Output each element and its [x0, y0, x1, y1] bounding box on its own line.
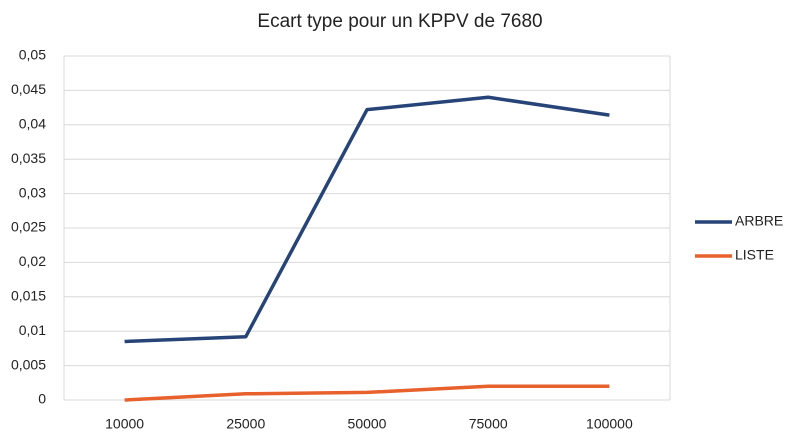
line	[124, 95, 610, 344]
legend-label: ARBRE	[735, 213, 783, 229]
y-tick-label: 0,05	[19, 47, 46, 63]
y-tick-label: 0,005	[11, 356, 46, 372]
y-tick-label: 0,035	[11, 150, 46, 166]
y-tick-label: 0,03	[19, 184, 46, 200]
y-tick-label: 0,015	[11, 288, 46, 304]
x-tick-label: 10000	[105, 416, 144, 432]
y-tick-label: 0,02	[19, 253, 46, 269]
legend-label: LISTE	[735, 247, 774, 263]
x-tick-label: 75000	[469, 416, 508, 432]
y-tick-label: 0	[38, 391, 46, 407]
x-tick-label: 50000	[348, 416, 387, 432]
chart-title: Ecart type pour un KPPV de 7680	[257, 11, 542, 32]
x-tick-label: 100000	[586, 416, 633, 432]
y-tick-label: 0,04	[19, 116, 46, 132]
y-tick-label: 0,025	[11, 219, 46, 235]
y-tick-label: 0,045	[11, 81, 46, 97]
y-tick-label: 0,01	[19, 322, 46, 338]
line	[124, 384, 610, 402]
x-tick-label: 25000	[226, 416, 265, 432]
